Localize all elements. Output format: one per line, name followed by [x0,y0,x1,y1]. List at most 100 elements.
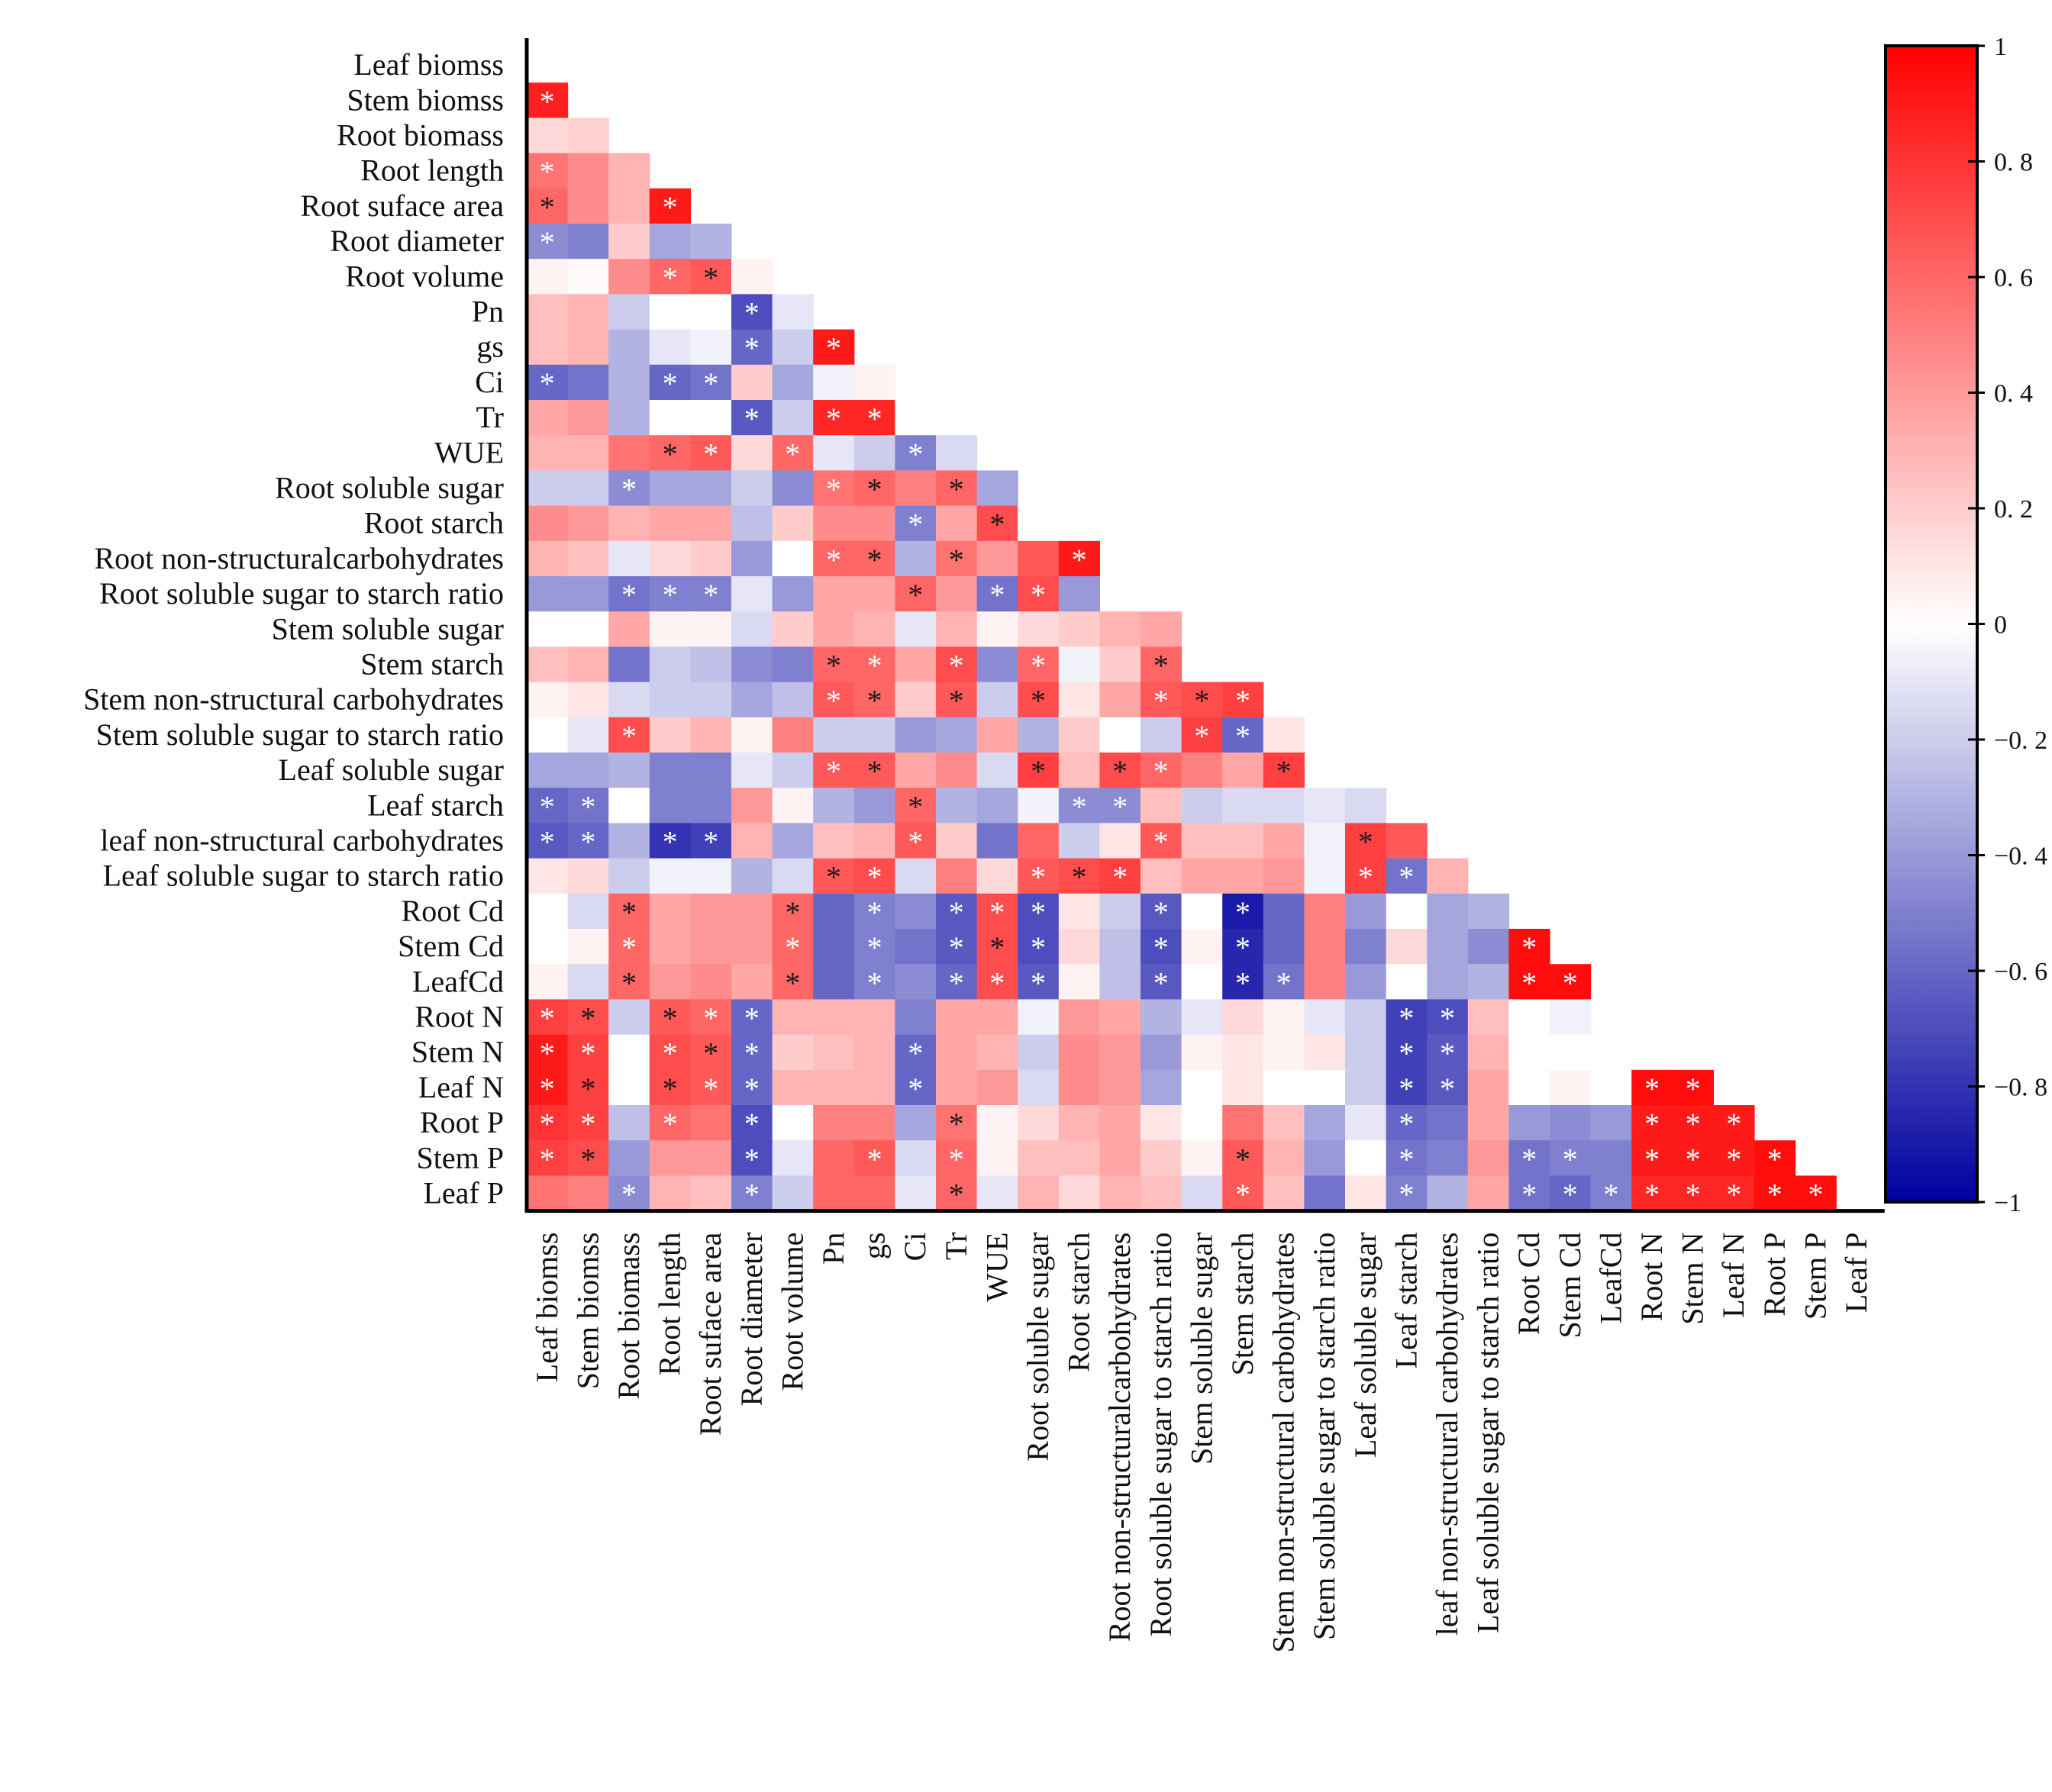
heatmap-cell-r14-c7 [813,540,855,577]
row-label-0: Leaf biomss [353,47,504,82]
heatmap-cell-r31-c4 [690,1140,732,1176]
heatmap-cell-r27-c15 [1141,999,1182,1036]
colorbar-tick-label-3: 0. 4 [1994,380,2033,408]
heatmap-cell-r16-c7 [813,611,855,647]
heatmap-cell-r9-c1 [567,364,609,401]
significance-star-r25-c10: * [949,930,964,965]
significance-star-r28-c21: * [1399,1036,1414,1071]
heatmap-cell-r32-c18 [1263,1175,1305,1212]
heatmap-cell-r22-c5 [731,823,773,859]
heatmap-cell-r8-c4 [690,329,732,366]
heatmap-cell-r22-c17 [1222,823,1264,859]
heatmap-cell-r22-c12 [1018,823,1060,859]
heatmap-cell-r24-c13 [1058,893,1100,930]
heatmap-cell-r10-c1 [567,400,609,436]
heatmap-cell-r23-c12 [1018,858,1060,894]
heatmap-cell-r27-c4 [690,999,732,1036]
heatmap-cell-r7-c6 [772,294,814,330]
significance-star-r25-c15: * [1153,930,1169,965]
significance-star-r6-c4: * [703,260,718,295]
heatmap-cell-r25-c0 [527,929,569,965]
heatmap-cell-r22-c19 [1304,823,1346,859]
heatmap-cell-r30-c17 [1222,1105,1264,1141]
heatmap-cell-r32-c24 [1508,1175,1550,1212]
heatmap-cell-r14-c4 [690,540,732,577]
heatmap-cell-r15-c13 [1058,576,1100,612]
heatmap-cell-r22-c9 [895,823,937,859]
heatmap-cell-r20-c18 [1263,753,1305,788]
heatmap-cell-r29-c13 [1058,1069,1100,1106]
heatmap-cell-r28-c7 [813,1034,855,1071]
heatmap-cell-r25-c15 [1141,929,1182,965]
significance-star-r29-c4: * [703,1072,718,1106]
heatmap-cell-r19-c8 [853,717,895,753]
heatmap-cell-r31-c25 [1550,1140,1592,1176]
significance-star-r15-c11: * [989,578,1005,612]
heatmap-cell-r19-c5 [731,717,773,753]
heatmap-cell-r30-c1 [567,1105,609,1141]
heatmap-cell-r31-c26 [1590,1140,1632,1176]
significance-star-r20-c12: * [1031,754,1046,788]
significance-star-r13-c9: * [908,508,923,542]
column-label-2: Root biomass [611,1233,646,1400]
heatmap-cell-r23-c15 [1141,858,1182,894]
significance-star-r15-c3: * [663,578,678,612]
heatmap-cell-r5-c3 [649,224,691,259]
significance-star-r26-c10: * [949,965,964,1000]
heatmap-cell-r31-c12 [1018,1140,1060,1176]
significance-star-r26-c12: * [1031,965,1046,1000]
heatmap-cell-r29-c7 [813,1069,855,1106]
significance-star-r11-c3: * [663,437,678,471]
significance-star-r20-c14: * [1112,754,1128,788]
significance-star-r11-c4: * [703,437,718,471]
column-label-23: Leaf soluble sugar to starch ratio [1471,1233,1505,1633]
heatmap-cell-r26-c21 [1386,964,1428,1000]
heatmap-cell-r21-c4 [690,788,732,823]
heatmap-cell-r25-c21 [1386,929,1428,965]
significance-star-r14-c13: * [1072,543,1087,577]
heatmap-cell-r12-c9 [895,470,937,507]
heatmap-cell-r16-c10 [936,611,978,647]
heatmap-cell-r31-c17 [1222,1140,1264,1176]
heatmap-cell-r12-c1 [567,470,609,507]
row-label-29: Leaf N [418,1070,504,1104]
heatmap-cell-r20-c3 [649,753,691,788]
heatmap-cell-r3-c0 [527,153,569,189]
heatmap-cell-r23-c9 [895,858,937,894]
heatmap-cell-r25-c19 [1304,929,1346,965]
heatmap-cell-r25-c23 [1467,929,1509,965]
heatmap-cell-r29-c3 [649,1069,691,1106]
column-label-12: Root soluble sugar [1021,1233,1055,1462]
heatmap-cell-r28-c17 [1222,1034,1264,1071]
heatmap-cell-r32-c0 [527,1175,569,1212]
heatmap-cell-r26-c7 [813,964,855,1000]
significance-star-r20-c15: * [1153,754,1169,788]
heatmap-cell-r20-c17 [1222,753,1264,788]
heatmap-cell-r24-c6 [772,893,814,930]
heatmap-cell-r32-c19 [1304,1175,1346,1212]
heatmap-cell-r30-c3 [649,1105,691,1141]
heatmap-cell-r26-c5 [731,964,773,1000]
heatmap-cell-r18-c8 [853,682,895,718]
significance-star-r17-c15: * [1153,649,1169,683]
heatmap-cell-r19-c10 [936,717,978,753]
heatmap-cell-r28-c24 [1508,1034,1550,1071]
heatmap-cell-r28-c25 [1550,1034,1592,1071]
heatmap-cell-r31-c7 [813,1140,855,1176]
significance-star-r31-c0: * [540,1142,555,1176]
heatmap-cell-r21-c7 [813,788,855,823]
heatmap-cell-r19-c3 [649,717,691,753]
significance-star-r8-c7: * [826,331,841,366]
heatmap-cell-r27-c6 [772,999,814,1036]
heatmap-cell-r26-c8 [853,964,895,1000]
heatmap-cell-r8-c2 [608,329,650,366]
heatmap-cell-r22-c1 [567,823,609,859]
heatmap-cell-r11-c10 [936,435,978,471]
heatmap-cell-r12-c2 [608,470,650,507]
significance-star-r20-c8: * [867,754,882,788]
heatmap-cell-r21-c12 [1018,788,1060,823]
heatmap-cell-r23-c1 [567,858,609,894]
heatmap-cell-r27-c0 [527,999,569,1036]
heatmap-cell-r31-c10 [936,1140,978,1176]
